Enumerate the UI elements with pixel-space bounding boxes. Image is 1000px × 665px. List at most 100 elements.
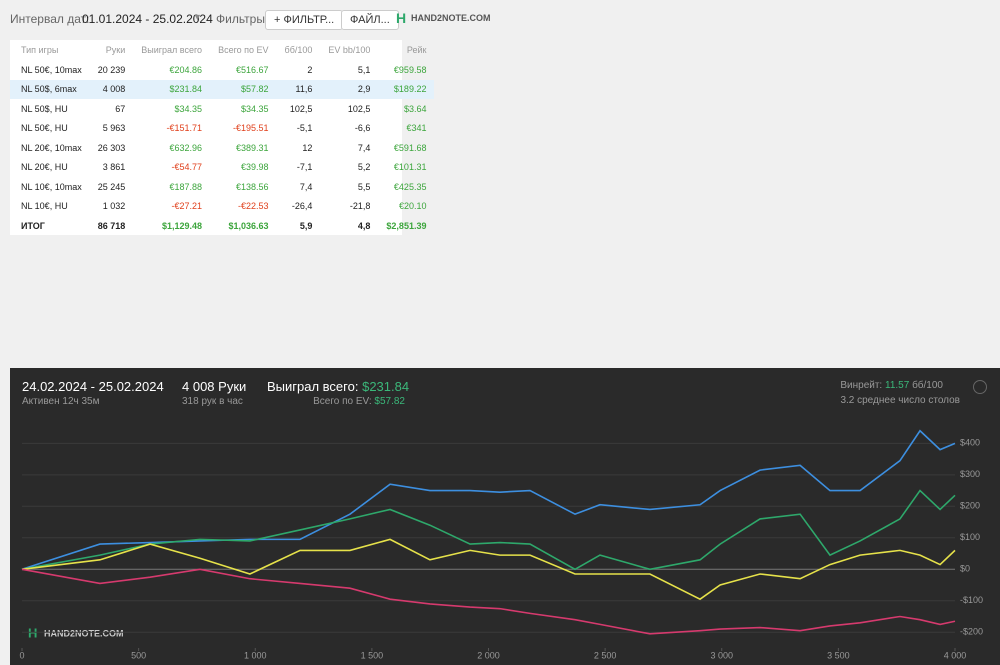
tables-avg: 3.2 среднее число столов xyxy=(840,395,960,406)
x-tick-label: 3 000 xyxy=(710,650,733,660)
table-row[interactable]: NL 20€, 10max 26 303 €632.96 €389.31 12 7,4 €5… xyxy=(10,138,434,158)
cell: NL 50$, 6max xyxy=(10,79,90,99)
cell: 4 008 xyxy=(89,79,134,99)
file-button[interactable]: ФАЙЛ... xyxy=(341,10,399,30)
x-tick-label: 3 500 xyxy=(827,650,850,660)
dropdown-icon[interactable]: ▼ xyxy=(193,12,202,22)
logo-icon: H xyxy=(396,10,407,26)
session-panel: 24.02.2024 - 25.02.2024 Активен 12ч 35м … xyxy=(10,368,1000,665)
cell: 86 718 xyxy=(97,220,126,231)
cell: 7,4 xyxy=(357,142,371,153)
cell: €591.68 xyxy=(393,142,427,153)
cell: €341 xyxy=(406,123,427,134)
ev-label: Всего по EV: xyxy=(313,396,372,407)
table-row[interactable]: NL 20€, HU 3 861 -€54.77 €39.98 -7,1 5,2 €101.… xyxy=(10,158,434,178)
y-tick-label: $400 xyxy=(960,438,980,448)
cell: -7,1 xyxy=(296,162,313,173)
cell: $34.35 xyxy=(174,103,203,114)
cell: 2,9 xyxy=(320,79,379,99)
series-line xyxy=(21,538,956,601)
won-value: $231.84 xyxy=(362,379,410,394)
cell: 26 303 xyxy=(97,142,126,153)
cell: 25 245 xyxy=(97,181,126,192)
filters-label: Фильтры: xyxy=(216,12,269,26)
y-tick-label: $200 xyxy=(960,501,980,511)
ev-value: $57.82 xyxy=(374,396,405,407)
watermark: HAND2NOTE.COM xyxy=(44,628,124,638)
cell: 1 032 xyxy=(102,201,126,212)
cell: NL 10€, HU xyxy=(21,201,68,212)
column-header: Рейк xyxy=(406,45,427,55)
watermark-icon: H xyxy=(28,625,37,640)
y-tick-label: -$200 xyxy=(960,627,983,637)
cell: -€22.53 xyxy=(238,201,269,212)
cell: $231.84 xyxy=(133,79,211,99)
table-row[interactable]: NL 50€, 10max 20 239 €204.86 €516.67 2 5,1 €95… xyxy=(10,60,434,80)
cell: 2 xyxy=(307,64,313,75)
cell: 11,6 xyxy=(276,79,321,99)
cell: €138.56 xyxy=(236,181,269,192)
table-row[interactable]: NL 50€, HU 5 963 -€151.71 -€195.51 -5,1 -6,6 €… xyxy=(10,119,434,139)
cell: -6,6 xyxy=(354,123,371,134)
cell: NL 10€, 10max xyxy=(21,181,82,192)
session-dates: 24.02.2024 - 25.02.2024 xyxy=(22,379,164,394)
hands-per-hour: 318 рук в час xyxy=(182,396,243,407)
cell: 5,5 xyxy=(357,181,371,192)
cell: €39.98 xyxy=(241,162,269,173)
cell: -€54.77 xyxy=(171,162,203,173)
winrate-value: 11.57 xyxy=(885,380,910,391)
x-tick-label: 500 xyxy=(131,650,146,660)
series-line xyxy=(21,489,956,571)
stats-table-box: Тип игры Руки Выиграл всего Всего по EV бб/1… xyxy=(10,40,435,235)
cell: ИТОГ xyxy=(21,220,45,231)
cell: $34.35 xyxy=(241,103,269,114)
table-row[interactable]: NL 10€, HU 1 032 -€27.21 -€22.53 -26,4 -21,8 €… xyxy=(10,197,434,217)
table-row[interactable]: NL 50$, HU 67 $34.35 $34.35 102,5 102,5 $3.64 xyxy=(10,99,434,119)
cell: 20 239 xyxy=(97,64,126,75)
date-range[interactable]: 01.01.2024 - 25.02.2024 xyxy=(82,12,213,26)
cell: 102,5 xyxy=(289,103,313,114)
column-header: Тип игры xyxy=(21,45,59,55)
won-label: Выиграл всего: xyxy=(267,379,359,394)
y-tick-label: $0 xyxy=(960,564,970,574)
settings-icon[interactable] xyxy=(973,380,987,394)
cell: 5 963 xyxy=(102,123,126,134)
x-tick-label: 2 000 xyxy=(477,650,500,660)
y-tick-label: -$100 xyxy=(960,595,983,605)
logo: HAND2NOTE.COM xyxy=(411,13,491,23)
x-tick-label: 2 500 xyxy=(594,650,617,660)
winrate-label: Винрейт: xyxy=(840,380,883,391)
cell: €204.86 xyxy=(169,64,203,75)
cell: -26,4 xyxy=(291,201,313,212)
cell: 5,2 xyxy=(357,162,371,173)
cell: 5,9 xyxy=(299,220,313,231)
x-tick-label: 0 xyxy=(19,650,24,660)
cell: -€195.51 xyxy=(233,123,269,134)
cell: €101.31 xyxy=(393,162,427,173)
cell: -€27.21 xyxy=(171,201,203,212)
cell: €187.88 xyxy=(169,181,203,192)
cell: $2,851.39 xyxy=(386,220,427,231)
column-header: Всего по EV xyxy=(218,45,269,55)
session-hands: 4 008 Руки xyxy=(182,379,247,394)
cell: $57.82 xyxy=(210,79,277,99)
cell: 102,5 xyxy=(347,103,371,114)
y-tick-label: $300 xyxy=(960,469,980,479)
column-header: Выиграл всего xyxy=(141,45,203,55)
winrate-unit: бб/100 xyxy=(912,380,943,391)
table-row[interactable]: NL 10€, 10max 25 245 €187.88 €138.56 7,4 5,5 €… xyxy=(10,177,434,197)
cell: 5,1 xyxy=(357,64,371,75)
cell: €425.35 xyxy=(393,181,427,192)
cell: €959.58 xyxy=(393,64,427,75)
table-row[interactable]: NL 50$, 6max 4 008 $231.84 $57.82 11,6 2,9 $18… xyxy=(10,79,435,99)
filter-button[interactable]: + ФИЛЬТР... xyxy=(265,10,344,30)
series-line xyxy=(21,429,956,571)
column-header: EV bb/100 xyxy=(328,45,371,55)
header-row: Тип игры Руки Выиграл всего Всего по EV бб/1… xyxy=(10,40,434,60)
cell: -21,8 xyxy=(349,201,371,212)
total-row[interactable]: ИТОГ 86 718 $1,129.48 $1,036.63 5,9 4,8 $2,851… xyxy=(10,216,434,236)
winrate-row: Винрейт: 11.57 бб/100 xyxy=(840,380,943,391)
cell: 4,8 xyxy=(357,220,371,231)
